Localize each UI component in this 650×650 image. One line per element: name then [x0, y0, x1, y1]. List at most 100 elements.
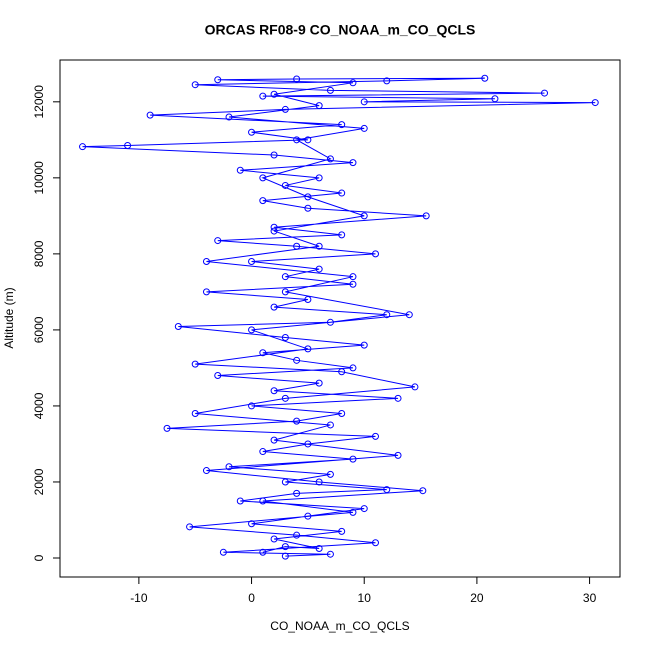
data-point — [259, 497, 267, 505]
data-point — [293, 417, 301, 425]
data-point — [349, 79, 357, 87]
data-point — [394, 394, 402, 402]
data-point — [124, 142, 132, 150]
data-point — [248, 128, 256, 136]
data-point — [405, 311, 413, 319]
data-point — [338, 368, 346, 376]
data-point — [293, 242, 301, 250]
x-tick-label: 0 — [248, 591, 255, 605]
data-point — [349, 273, 357, 281]
data-point — [248, 257, 256, 265]
data-point — [315, 379, 323, 387]
data-point — [349, 159, 357, 167]
data-point — [591, 99, 599, 107]
data-point — [174, 322, 182, 330]
data-point — [191, 360, 199, 368]
data-point — [326, 421, 334, 429]
data-point — [304, 136, 312, 144]
data-point — [491, 95, 499, 103]
data-point — [481, 74, 489, 82]
data-point — [270, 223, 278, 231]
data-point — [270, 151, 278, 159]
data-point — [270, 303, 278, 311]
data-point — [259, 548, 267, 556]
data-point — [293, 356, 301, 364]
y-tick-label: 12000 — [32, 85, 46, 119]
data-point — [259, 92, 267, 100]
data-point — [202, 288, 210, 296]
data-point — [259, 448, 267, 456]
data-point — [338, 189, 346, 197]
data-point — [304, 193, 312, 201]
y-tick-label: 4000 — [32, 392, 46, 419]
data-point — [326, 318, 334, 326]
data-point — [315, 544, 323, 552]
data-point — [248, 326, 256, 334]
data-point — [338, 231, 346, 239]
plot-frame — [59, 59, 621, 578]
data-point — [281, 288, 289, 296]
data-point — [236, 497, 244, 505]
data-point — [293, 75, 301, 83]
data-point — [371, 250, 379, 258]
data-point — [349, 280, 357, 288]
data-point — [202, 257, 210, 265]
data-point — [304, 204, 312, 212]
data-point — [259, 174, 267, 182]
x-tick-label: 20 — [470, 591, 484, 605]
data-point — [214, 76, 222, 84]
data-point — [315, 478, 323, 486]
data-point — [394, 451, 402, 459]
data-point — [338, 410, 346, 418]
data-point — [360, 341, 368, 349]
data-point — [214, 237, 222, 245]
data-point — [371, 539, 379, 547]
y-tick-label: 2000 — [32, 468, 46, 495]
data-point — [79, 143, 87, 151]
data-point — [419, 487, 427, 495]
data-point — [304, 512, 312, 520]
data-point — [191, 410, 199, 418]
data-point — [304, 345, 312, 353]
data-point — [281, 181, 289, 189]
data-point — [270, 90, 278, 98]
data-point — [304, 440, 312, 448]
data-point — [281, 273, 289, 281]
data-point — [349, 364, 357, 372]
data-line — [82, 77, 596, 557]
data-point — [214, 372, 222, 380]
data-point — [281, 334, 289, 342]
data-point — [281, 105, 289, 113]
y-axis-label: Altitude (m) — [2, 287, 16, 348]
data-point — [326, 155, 334, 163]
data-point — [541, 89, 549, 97]
data-point — [422, 212, 430, 220]
data-point — [146, 111, 154, 119]
data-point — [371, 432, 379, 440]
data-point — [225, 463, 233, 471]
data-point — [383, 486, 391, 494]
y-tick-label: 6000 — [32, 316, 46, 343]
data-point — [326, 470, 334, 478]
data-point — [270, 535, 278, 543]
data-point — [383, 77, 391, 85]
data-point — [270, 227, 278, 235]
x-tick-label: 30 — [583, 591, 597, 605]
data-point — [281, 543, 289, 551]
data-point — [293, 489, 301, 497]
data-point — [411, 383, 419, 391]
data-point — [248, 402, 256, 410]
data-point — [383, 311, 391, 319]
data-point — [270, 436, 278, 444]
data-point — [315, 242, 323, 250]
x-axis-label: CO_NOAA_m_CO_QCLS — [270, 619, 409, 633]
data-point — [326, 550, 334, 558]
data-point — [315, 102, 323, 110]
data-point — [236, 166, 244, 174]
chart-title: ORCAS RF08-9 CO_NOAA_m_CO_QCLS — [205, 22, 476, 38]
data-point — [349, 508, 357, 516]
data-point — [281, 552, 289, 560]
data-point — [338, 527, 346, 535]
